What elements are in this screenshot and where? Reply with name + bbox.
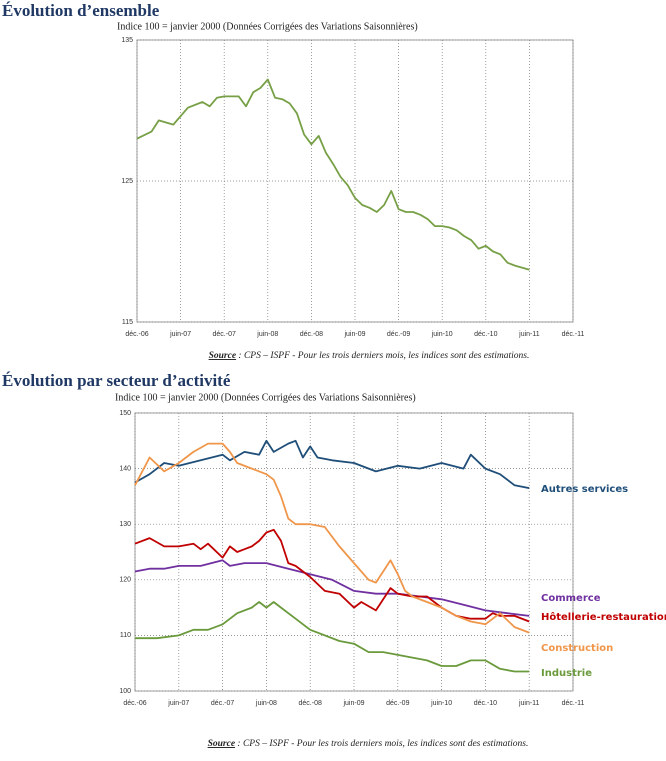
source-note: Source : CPS – ISPF - Pour les trois der… xyxy=(209,351,530,361)
subtitle: Indice 100 = janvier 2000 (Données Corri… xyxy=(115,392,416,403)
y-tick-label: 110 xyxy=(120,632,131,639)
x-tick-label: juin-07 xyxy=(169,331,191,338)
source-note: Source : CPS – ISPF - Pour les trois der… xyxy=(208,739,529,749)
y-tick-label: 100 xyxy=(119,688,131,695)
index-line xyxy=(136,78,530,271)
x-tick-label: juin-10 xyxy=(430,700,452,707)
x-tick-label: déc.-07 xyxy=(211,700,234,707)
x-tick-label: déc.-09 xyxy=(387,331,410,338)
source-text: : CPS – ISPF - Pour les trois derniers m… xyxy=(235,739,528,749)
x-tick-label: déc.-11 xyxy=(562,700,585,707)
legend-label: Autres services xyxy=(541,484,628,495)
x-tick-label: déc.-10 xyxy=(474,331,497,338)
x-tick-label: juin-09 xyxy=(343,331,365,338)
legend-label: Commerce xyxy=(541,593,601,604)
y-tick-label: 125 xyxy=(121,178,133,185)
subtitle: Indice 100 = janvier 2000 (Données Corri… xyxy=(117,21,418,32)
source-label: Source xyxy=(209,351,237,361)
series-line xyxy=(134,559,530,617)
x-tick-label: déc.-06 xyxy=(125,331,148,338)
source-text: : CPS – ISPF - Pour les trois derniers m… xyxy=(236,351,529,361)
x-tick-label: juin-08 xyxy=(255,700,277,707)
series-line xyxy=(135,601,530,673)
x-tick-label: déc.-08 xyxy=(300,331,323,338)
y-tick-label: 150 xyxy=(119,410,131,417)
y-tick-label: 135 xyxy=(121,37,133,44)
legend-label: Construction xyxy=(541,643,613,654)
x-tick-label: déc.-11 xyxy=(562,331,585,338)
x-tick-label: déc.-10 xyxy=(474,700,497,707)
legend-label: Hôtellerie-restauration xyxy=(541,611,666,623)
x-tick-label: juin-11 xyxy=(518,700,540,707)
section-title: Évolution par secteur d’activité xyxy=(2,371,231,390)
x-tick-label: juin-11 xyxy=(518,331,540,338)
x-tick-label: juin-07 xyxy=(167,700,189,707)
x-tick-label: juin-08 xyxy=(256,331,278,338)
legend-label: Industrie xyxy=(541,668,592,679)
y-tick-label: 120 xyxy=(119,577,131,584)
x-tick-label: juin-10 xyxy=(431,331,453,338)
section-title: Évolution d’ensemble xyxy=(2,1,160,20)
x-tick-label: déc.-09 xyxy=(386,700,409,707)
y-tick-label: 140 xyxy=(119,465,131,472)
series-line xyxy=(134,439,530,489)
x-tick-label: déc.-06 xyxy=(123,700,146,707)
x-tick-label: déc.-07 xyxy=(213,331,236,338)
series-line xyxy=(134,528,530,623)
source-label: Source xyxy=(208,739,236,749)
x-tick-label: déc.-08 xyxy=(299,700,322,707)
series-line xyxy=(134,442,530,634)
x-tick-label: juin-09 xyxy=(342,700,364,707)
y-tick-label: 115 xyxy=(122,319,133,326)
y-tick-label: 130 xyxy=(119,521,131,528)
